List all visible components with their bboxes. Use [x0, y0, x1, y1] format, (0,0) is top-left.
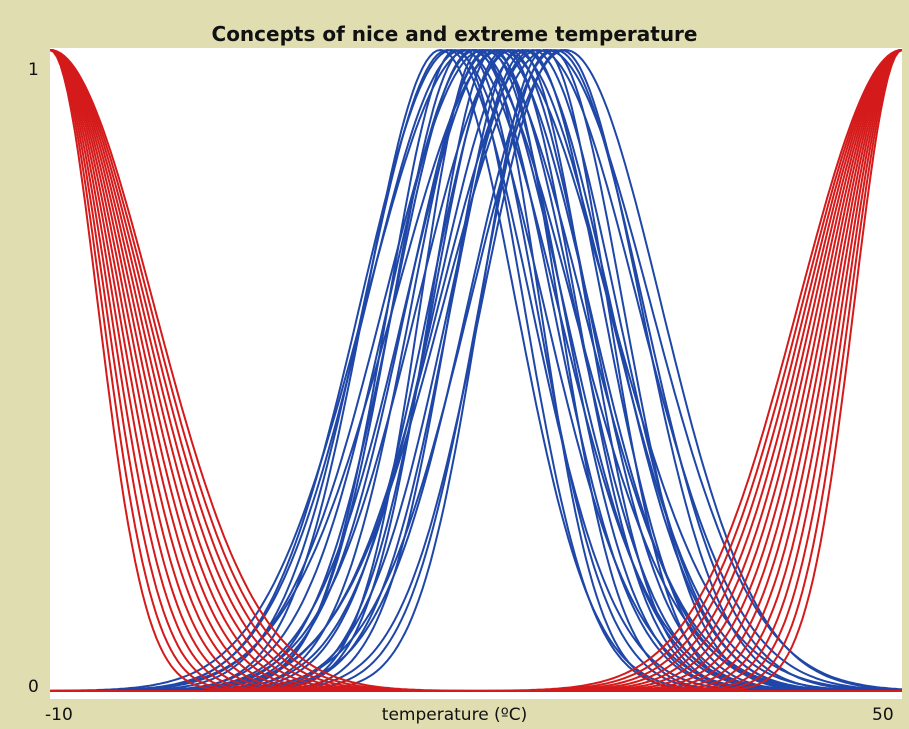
- series-line-extreme-cold-2: [50, 49, 902, 692]
- series-line-extreme-hot-13: [50, 49, 902, 692]
- chart-title: Concepts of nice and extreme temperature: [211, 22, 698, 46]
- series-line-extreme-hot-11: [50, 49, 902, 692]
- series-line-nice-20: [50, 48, 902, 692]
- series-line-extreme-cold-3: [50, 49, 902, 692]
- series-line-extreme-hot-8: [50, 49, 902, 692]
- series-line-extreme-hot-7: [50, 49, 902, 692]
- x-axis-label: temperature (ºC): [381, 705, 528, 725]
- series-line-nice-4: [50, 49, 902, 692]
- series-line-nice-27: [50, 48, 902, 692]
- series-line-nice-5: [50, 48, 902, 692]
- series-line-nice-22: [50, 49, 902, 692]
- series-line-extreme-hot-9: [50, 49, 902, 692]
- series-line-nice-21: [50, 48, 902, 692]
- series-line-extreme-hot-1: [50, 49, 902, 692]
- series-line-extreme-cold-10: [50, 49, 902, 692]
- series-line-nice-1: [50, 48, 902, 692]
- series-line-extreme-cold-6: [50, 49, 902, 692]
- series-line-nice-6: [50, 48, 902, 692]
- series-line-extreme-cold-5: [50, 49, 902, 692]
- series-line-nice-9: [50, 48, 902, 692]
- series-line-nice-8: [50, 48, 902, 692]
- series-line-extreme-hot-4: [50, 49, 902, 692]
- series-line-nice-14: [50, 48, 902, 692]
- series-line-extreme-hot-14: [50, 49, 902, 692]
- y-tick-max: 1: [28, 60, 39, 80]
- series-line-extreme-hot-15: [50, 49, 902, 692]
- series-line-nice-7: [50, 48, 902, 692]
- series-line-nice-29: [50, 48, 902, 692]
- series-line-nice-11: [50, 48, 902, 692]
- series-line-extreme-cold-7: [50, 49, 902, 692]
- series-line-nice-23: [50, 48, 902, 692]
- series-line-nice-13: [50, 48, 902, 692]
- series-line-nice-25: [50, 48, 902, 692]
- series-line-extreme-cold-4: [50, 49, 902, 692]
- series-line-nice-17: [50, 48, 902, 692]
- series-line-nice-16: [50, 48, 902, 692]
- series-line-extreme-hot-10: [50, 49, 902, 692]
- series-line-extreme-hot-2: [50, 49, 902, 692]
- series-line-extreme-cold-13: [50, 49, 902, 692]
- series-line-nice-30: [50, 48, 902, 692]
- series-line-nice-19: [50, 49, 902, 692]
- series-line-nice-10: [50, 48, 902, 692]
- series-line-nice-28: [50, 49, 902, 692]
- series-line-nice-18: [50, 48, 902, 692]
- series-line-extreme-cold-14: [50, 49, 902, 692]
- series-line-nice-2: [50, 48, 902, 692]
- y-tick-min: 0: [28, 677, 39, 697]
- chart-canvas: [50, 48, 902, 692]
- plot-area: [50, 48, 902, 699]
- x-tick-max: 50: [872, 705, 894, 725]
- series-line-extreme-cold-1: [50, 49, 902, 692]
- series-line-extreme-hot-12: [50, 49, 902, 692]
- series-line-nice-15: [50, 48, 902, 692]
- series-line-nice-26: [50, 48, 902, 692]
- series-line-extreme-hot-6: [50, 49, 902, 692]
- series-line-extreme-cold-15: [50, 49, 902, 692]
- x-tick-min: -10: [45, 705, 73, 725]
- series-line-nice-3: [50, 48, 902, 692]
- series-line-extreme-hot-5: [50, 49, 902, 692]
- series-line-extreme-cold-8: [50, 49, 902, 692]
- series-line-nice-24: [50, 49, 902, 692]
- series-line-extreme-cold-12: [50, 49, 902, 692]
- series-line-extreme-cold-9: [50, 49, 902, 692]
- series-line-extreme-cold-11: [50, 49, 902, 692]
- series-line-extreme-hot-3: [50, 49, 902, 692]
- series-line-nice-12: [50, 48, 902, 692]
